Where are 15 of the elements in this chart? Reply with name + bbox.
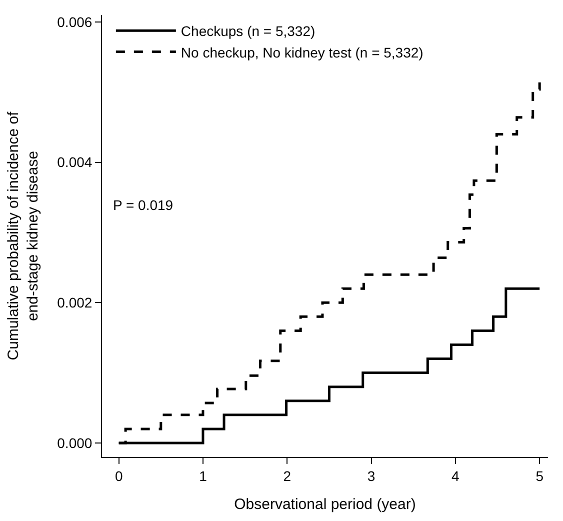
annotation: P = 0.019 <box>113 197 174 213</box>
x-tick-label: 1 <box>199 468 208 484</box>
legend-label: Checkups (n = 5,332) <box>180 23 316 40</box>
x-tick-label: 3 <box>367 468 376 484</box>
y-tick-label: 0.006 <box>57 14 92 30</box>
y-axis-title: Cumulative probability of incidence of end-stage kidney disease <box>4 110 42 360</box>
x-tick-label: 2 <box>283 468 292 484</box>
legend-label: No checkup, No kidney test (n = 5,332) <box>180 44 424 60</box>
y-tick-label: 0.000 <box>57 434 92 451</box>
x-tick-label: 5 <box>536 468 544 484</box>
y-tick-label: 0.004 <box>57 154 92 170</box>
x-tick-label: 4 <box>452 468 460 484</box>
x-tick-label: 0 <box>114 468 123 484</box>
y-tick-label: 0.002 <box>57 294 92 311</box>
x-axis-title: Observational period (year) <box>234 496 416 513</box>
